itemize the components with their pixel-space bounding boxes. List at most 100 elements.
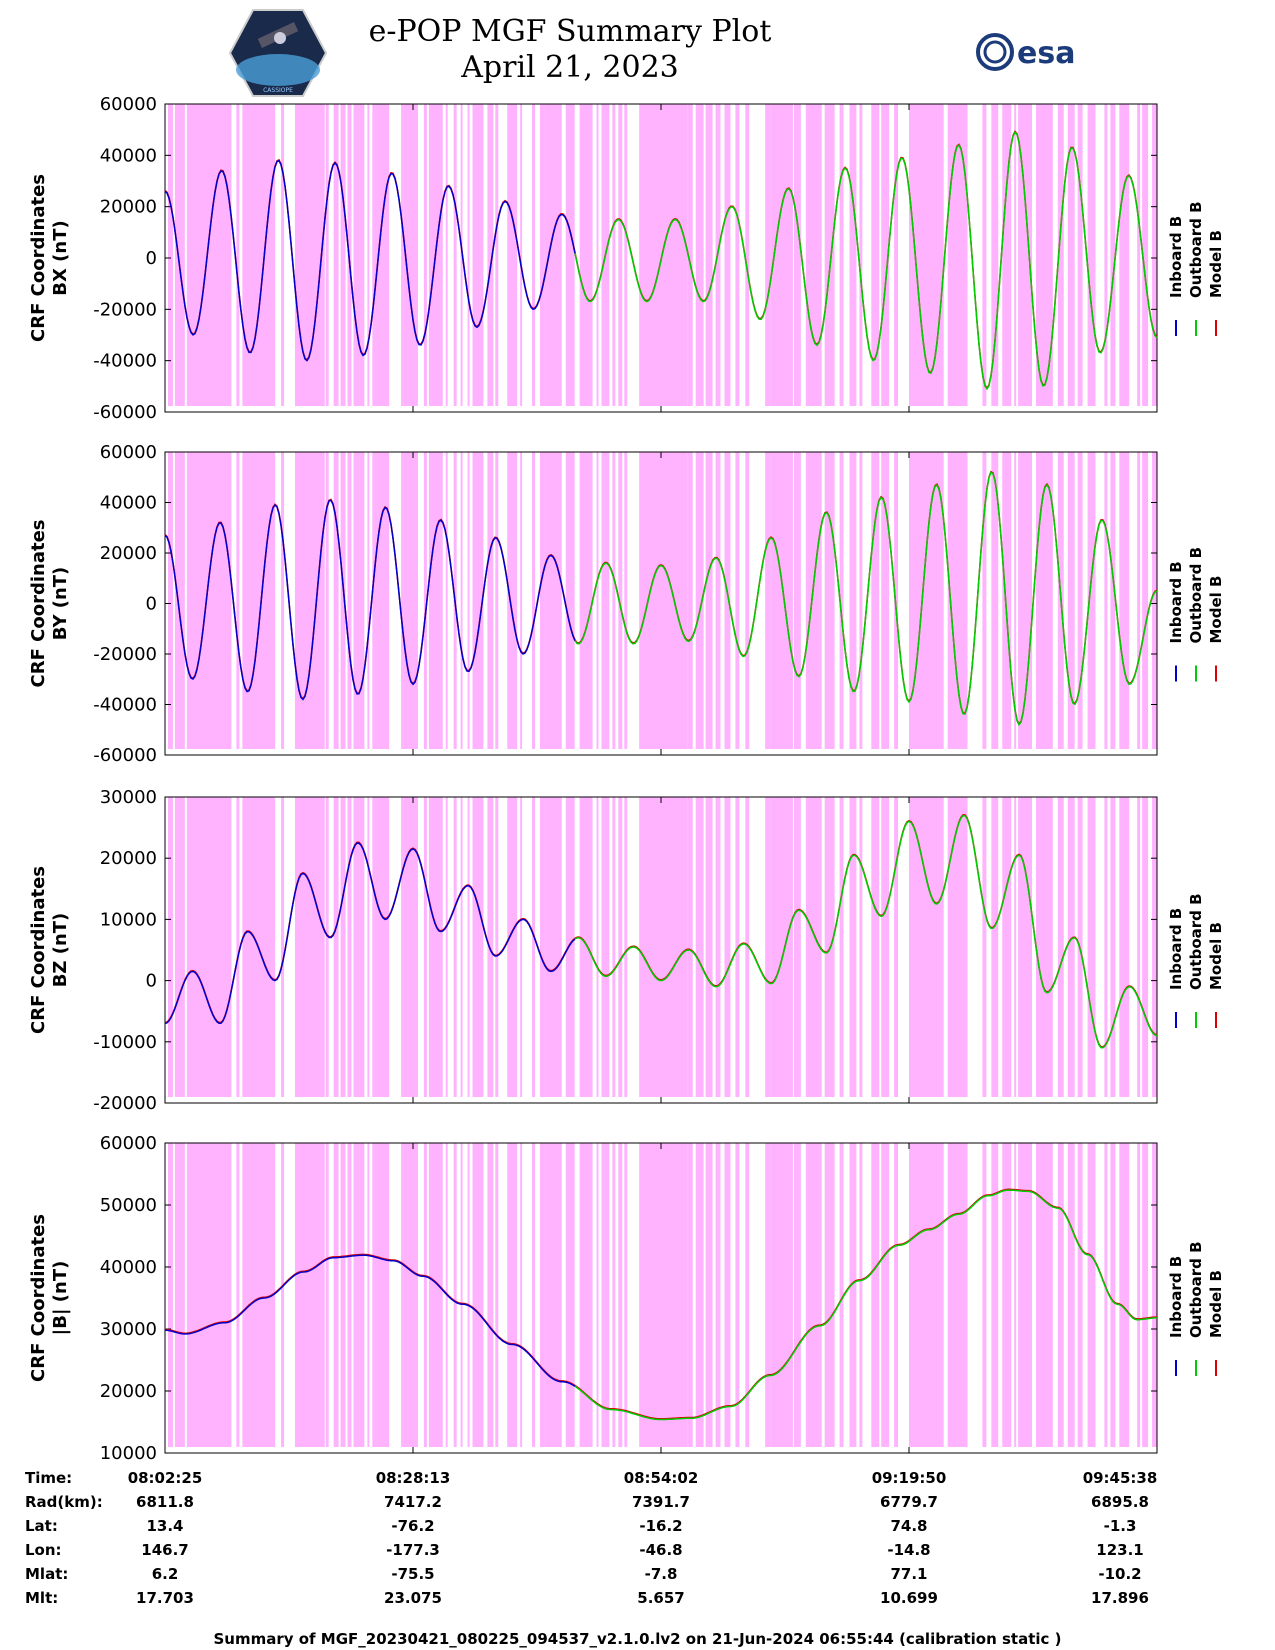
shade-band [947, 1143, 968, 1447]
info-lat-value: 13.4 [146, 1517, 184, 1535]
series-inboard-b [164, 159, 576, 362]
shade-band [596, 797, 599, 1097]
info-mlat-value: -75.5 [391, 1565, 435, 1583]
plot-panel-2: 60000 40000 20000 0 -20000 -40000 -60000 CRF Co… [28, 442, 1225, 766]
shade-band [765, 452, 771, 749]
shade-band [1018, 452, 1033, 749]
y-tick-label: -20000 [93, 644, 157, 665]
legend: Inboard B Outboard B Model B [1167, 893, 1225, 1028]
cassiope-logo: CASSIOPE [228, 9, 328, 97]
y-tick-label: 40000 [100, 493, 157, 514]
shade-band [281, 104, 285, 406]
shade-band [612, 1143, 616, 1447]
y-tick-label: 0 [146, 971, 157, 992]
shade-band [859, 1143, 863, 1447]
shade-band [612, 452, 616, 749]
y-tick-label: 60000 [100, 94, 157, 115]
shade-band [539, 1143, 545, 1447]
shade-band [1087, 1143, 1096, 1447]
shade-band [1142, 797, 1149, 1097]
shade-band [765, 1143, 771, 1447]
shade-band [347, 452, 352, 749]
legend-label: Model B [1207, 922, 1225, 990]
shade-band [167, 104, 173, 406]
shade-band [705, 797, 713, 1097]
shade-band [1067, 104, 1075, 406]
shade-band [1002, 452, 1012, 749]
shade-band [460, 104, 463, 406]
shade-band [367, 797, 370, 1097]
shade-band [894, 1143, 899, 1447]
shade-band [805, 1143, 822, 1447]
shade-band [423, 797, 427, 1097]
shade-band [687, 104, 693, 406]
shade-band [859, 452, 863, 749]
shade-band [467, 1143, 470, 1447]
shade-band [507, 1143, 518, 1447]
shade-band [881, 797, 890, 1097]
y-label-line-1: CRF Coordinates [28, 174, 49, 342]
shade-band [1119, 452, 1130, 749]
shade-band [735, 1143, 740, 1447]
shade-band [1142, 104, 1149, 406]
shade-band [1110, 1143, 1116, 1447]
shade-band [1035, 452, 1053, 749]
shade-band [401, 104, 404, 406]
shade-band [353, 452, 365, 749]
shade-band [1087, 104, 1096, 406]
shade-band [824, 452, 835, 749]
shade-band [1035, 1143, 1053, 1447]
shade-band [487, 104, 494, 406]
y-tick-label: 10000 [100, 909, 157, 930]
shade-band [1018, 104, 1033, 406]
shade-band [735, 104, 740, 406]
shade-band [770, 452, 793, 749]
shade-band [353, 797, 365, 1097]
info-lon-value: -46.8 [639, 1541, 683, 1559]
shade-band [745, 104, 750, 406]
shade-band [1067, 797, 1075, 1097]
shade-bands [167, 452, 1157, 749]
shade-band [871, 1143, 880, 1447]
shade-band [353, 104, 365, 406]
shade-band [507, 797, 518, 1097]
shade-band [612, 797, 616, 1097]
series-model-b [164, 814, 1158, 1048]
shade-band [601, 452, 610, 749]
shade-band [1018, 1143, 1033, 1447]
y-tick-label: 20000 [100, 197, 157, 218]
shade-band [991, 1143, 999, 1447]
shade-band [618, 104, 623, 406]
y-axis-label: CRF Coordinates|B| (nT) [28, 1214, 71, 1382]
shade-band [472, 1143, 484, 1447]
shade-band [695, 452, 704, 749]
y-tick-label: 50000 [100, 1195, 157, 1216]
shade-band [544, 1143, 562, 1447]
y-axis-label: CRF CoordinatesBY (nT) [28, 520, 71, 688]
shade-band [565, 1143, 575, 1447]
shade-band [472, 797, 484, 1097]
shade-band [325, 104, 329, 406]
info-rad-value: 6779.7 [880, 1493, 938, 1511]
shade-band [539, 104, 545, 406]
info-row-label: Lat: [25, 1517, 58, 1535]
shade-band [724, 452, 731, 749]
y-tick-label: -60000 [93, 402, 157, 423]
legend-label: Outboard B [1187, 201, 1205, 298]
info-rad-value: 6895.8 [1091, 1493, 1149, 1511]
shade-band [871, 452, 880, 749]
shade-band [687, 797, 693, 1097]
shade-band [460, 452, 463, 749]
shade-band [532, 452, 536, 749]
shade-band [695, 1143, 704, 1447]
y-label-line-1: CRF Coordinates [28, 1214, 49, 1382]
shade-band [1002, 104, 1012, 406]
y-tick-label: 30000 [100, 1319, 157, 1340]
shade-band [236, 104, 240, 406]
series-outboard-b [574, 130, 1158, 391]
legend-label: Outboard B [1187, 547, 1205, 644]
shade-band [532, 1143, 536, 1447]
shade-band [1035, 797, 1053, 1097]
info-mlat-value: 77.1 [890, 1565, 928, 1583]
